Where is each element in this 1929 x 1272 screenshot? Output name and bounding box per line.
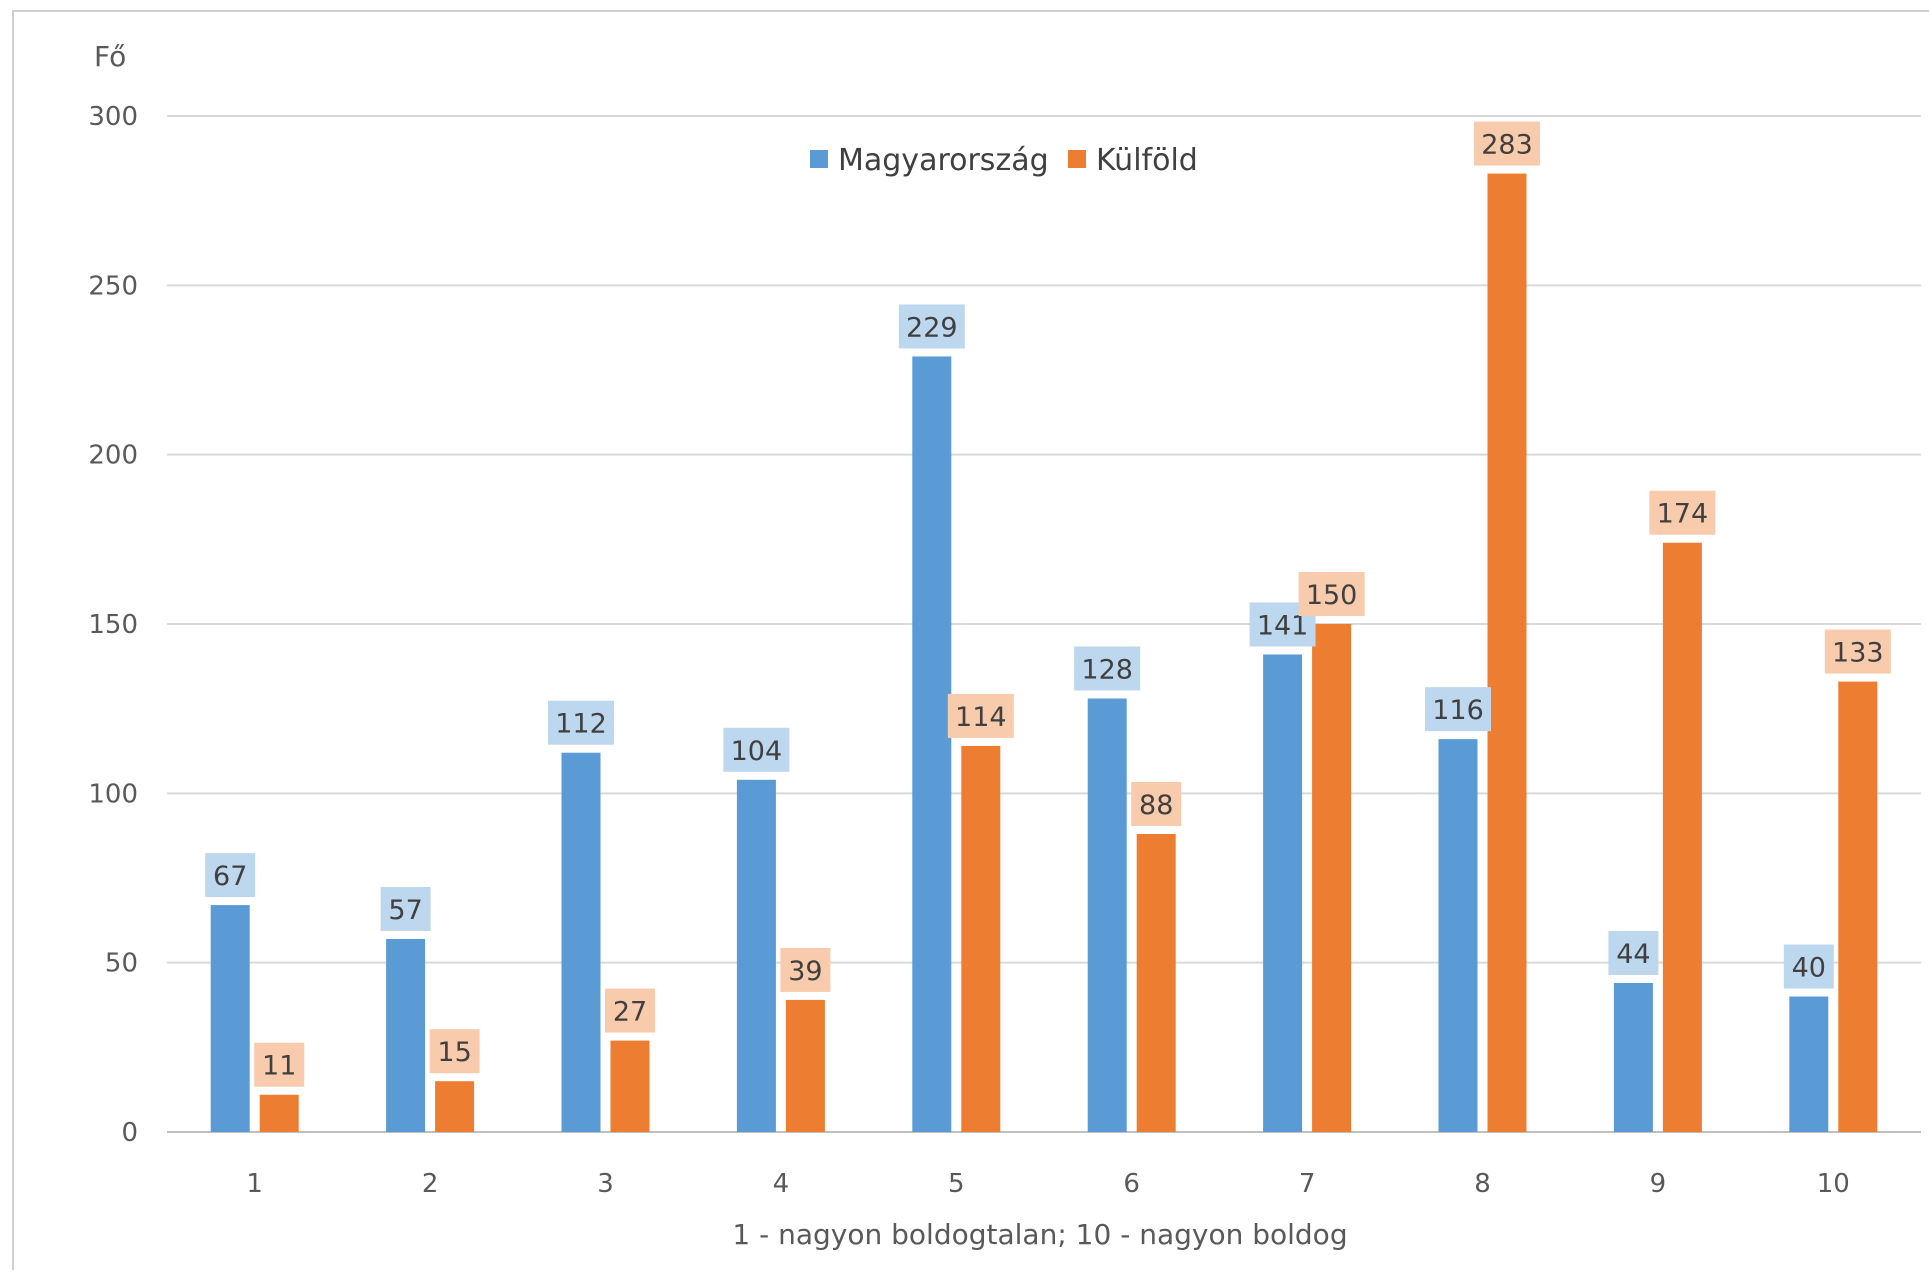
data-label-bg-magyarorszag-6: [1074, 646, 1141, 691]
x-axis-title: 1 - nagyon boldogtalan; 10 - nagyon bold…: [732, 1218, 1347, 1251]
y-tick-label-300: 300: [88, 102, 138, 132]
bar-magyarorszag-5: [912, 356, 952, 1132]
data-label-bg-kulfold-9: [1649, 490, 1716, 535]
data-label-bg-magyarorszag-3: [548, 700, 614, 745]
bar-magyarorszag-8: [1438, 739, 1478, 1132]
data-label-kulfold-4: 39: [788, 956, 822, 987]
legend: Magyarország Külföld: [810, 143, 1198, 178]
legend-swatch-kulfold: [1068, 150, 1086, 168]
x-tick-label-7: 7: [1299, 1169, 1316, 1199]
data-label-magyarorszag-1: 67: [213, 861, 247, 892]
data-label-bg-kulfold-10: [1824, 629, 1891, 674]
data-label-bg-kulfold-5: [947, 693, 1014, 738]
bar-kulfold-9: [1662, 542, 1702, 1132]
bar-kulfold-10: [1838, 681, 1878, 1132]
bar-kulfold-5: [961, 745, 1001, 1132]
bar-kulfold-6: [1136, 833, 1176, 1132]
data-label-kulfold-9: 174: [1657, 499, 1709, 530]
data-label-magyarorszag-4: 104: [731, 736, 783, 767]
bar-magyarorszag-4: [736, 779, 776, 1132]
data-label-bg-kulfold-3: [605, 988, 655, 1033]
data-label-bg-magyarorszag-10: [1783, 944, 1834, 989]
bar-magyarorszag-1: [210, 905, 250, 1132]
data-label-bg-kulfold-7: [1298, 572, 1365, 616]
x-tick-label-1: 1: [246, 1169, 263, 1199]
data-label-magyarorszag-2: 57: [388, 895, 422, 926]
legend-swatch-magyarorszag: [810, 150, 828, 168]
data-label-magyarorszag-10: 40: [1792, 953, 1826, 984]
data-label-magyarorszag-5: 229: [906, 312, 958, 343]
x-tick-label-5: 5: [948, 1169, 965, 1199]
bar-kulfold-3: [610, 1040, 650, 1132]
bars: [210, 173, 1878, 1132]
data-label-bg-kulfold-1: [254, 1042, 305, 1087]
y-tick-label-0: 0: [121, 1118, 138, 1148]
data-label-kulfold-5: 114: [955, 702, 1007, 733]
bar-magyarorszag-10: [1789, 996, 1829, 1132]
y-tick-label-250: 250: [88, 271, 138, 301]
data-label-bg-kulfold-6: [1131, 781, 1182, 826]
data-label-kulfold-10: 133: [1832, 638, 1884, 669]
bar-magyarorszag-6: [1087, 698, 1127, 1132]
bar-kulfold-8: [1487, 173, 1527, 1132]
y-tick-label-50: 50: [105, 949, 138, 979]
x-tick-label-2: 2: [422, 1169, 439, 1199]
data-label-magyarorszag-8: 116: [1432, 695, 1484, 726]
data-label-bg-kulfold-2: [429, 1029, 480, 1074]
data-label-kulfold-2: 15: [437, 1037, 471, 1068]
data-label-bg-magyarorszag-9: [1608, 930, 1659, 975]
data-label-bg-magyarorszag-2: [380, 886, 431, 931]
legend-label-magyarorszag: Magyarország: [838, 143, 1049, 178]
bar-kulfold-4: [785, 999, 825, 1132]
bar-kulfold-2: [435, 1081, 475, 1132]
gridlines: [167, 115, 1921, 1133]
data-label-bg-magyarorszag-1: [205, 853, 256, 898]
bar-magyarorszag-3: [561, 752, 601, 1132]
data-label-bg-kulfold-4: [780, 947, 831, 992]
x-tick-label-4: 4: [773, 1169, 790, 1199]
data-label-kulfold-8: 283: [1481, 130, 1533, 161]
data-label-bg-magyarorszag-8: [1425, 687, 1491, 732]
x-tick-label-9: 9: [1650, 1169, 1667, 1199]
bar-magyarorszag-2: [386, 938, 426, 1132]
data-label-magyarorszag-3: 112: [555, 709, 607, 740]
y-tick-label-150: 150: [88, 610, 138, 640]
data-label-kulfold-1: 11: [262, 1051, 296, 1082]
x-tick-label-8: 8: [1474, 1169, 1491, 1199]
data-label-bg-magyarorszag-4: [723, 727, 790, 772]
bar-kulfold-1: [259, 1094, 299, 1132]
bar-kulfold-7: [1312, 624, 1352, 1132]
data-label-bg-kulfold-8: [1474, 121, 1540, 166]
data-label-magyarorszag-9: 44: [1616, 939, 1650, 970]
data-label-magyarorszag-6: 128: [1081, 655, 1133, 686]
x-tick-label-6: 6: [1123, 1169, 1140, 1199]
data-label-kulfold-3: 27: [613, 997, 647, 1028]
bar-magyarorszag-9: [1613, 982, 1653, 1132]
bar-magyarorszag-7: [1263, 654, 1303, 1132]
y-tick-label-200: 200: [88, 441, 138, 471]
chart-frame: 67 57 112 104 229 128 141 116 44 40 11 15 27 39 114 88 1…: [12, 10, 1929, 1270]
y-tick-label-100: 100: [88, 779, 138, 809]
x-tick-label-10: 10: [1817, 1169, 1850, 1199]
data-label-bg-magyarorszag-5: [898, 304, 965, 349]
data-label-kulfold-6: 88: [1139, 790, 1173, 821]
y-axis-title: Fő: [94, 40, 126, 73]
x-tick-label-3: 3: [597, 1169, 614, 1199]
data-label-kulfold-7: 150: [1306, 580, 1358, 611]
legend-label-kulfold: Külföld: [1096, 143, 1198, 178]
